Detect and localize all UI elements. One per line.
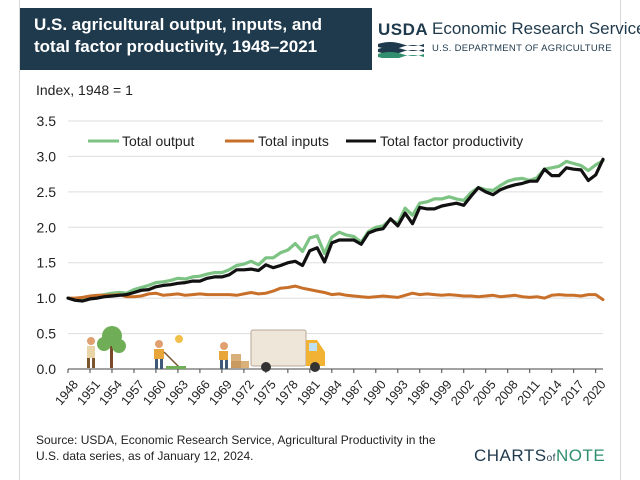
charts-of-note-word-charts: CHARTS [474, 446, 547, 465]
x-tick-label: 1993 [382, 378, 411, 408]
y-tick-label: 0.5 [37, 326, 57, 342]
y-tick-label: 2.5 [37, 184, 57, 200]
agency-branding: USDA Economic Research Service U.S. DEPA… [372, 8, 640, 70]
x-tick-label: 1972 [228, 378, 257, 408]
series-line-tfp [66, 157, 605, 303]
agency-name: Economic Research Service [432, 19, 640, 38]
x-tick-label: 2011 [515, 378, 543, 408]
x-tick-label: 1975 [250, 378, 279, 408]
x-tick-label: 1954 [96, 378, 125, 408]
x-tick-label: 1996 [404, 378, 433, 408]
x-tick-label: 2008 [492, 378, 521, 408]
x-tick-label: 2017 [558, 378, 587, 408]
x-tick-label: 1984 [316, 378, 345, 408]
y-axis-ticks: 0.0 0.5 1.0 1.5 2.0 2.5 3.0 3.5 [37, 113, 57, 377]
x-tick-label: 1966 [184, 378, 213, 408]
farmer-raking-icon [154, 335, 186, 369]
department-name: U.S. DEPARTMENT OF AGRICULTURE [432, 43, 612, 54]
x-tick-label: 1990 [360, 378, 389, 408]
x-tick-label: 1957 [118, 378, 147, 408]
x-tick-label: 1951 [74, 378, 103, 408]
farm-illustrations [87, 326, 325, 372]
x-tick-label: 1987 [338, 378, 367, 408]
chart-title: U.S. agricultural output, inputs, and to… [34, 15, 323, 56]
y-tick-label: 3.5 [37, 113, 57, 129]
series-lines [66, 157, 605, 303]
x-tick-label: 1963 [162, 378, 191, 408]
x-tick-label: 2005 [470, 378, 499, 408]
series-line-total-output [66, 159, 605, 302]
y-tick-label: 0.0 [37, 361, 57, 377]
x-tick-label: 1981 [294, 378, 323, 408]
usda-logo: USDA [378, 20, 428, 58]
y-tick-label: 1.5 [37, 255, 57, 271]
x-tick-label: 2014 [536, 378, 565, 408]
farmer-picking-icon [87, 337, 95, 368]
y-tick-label: 1.0 [37, 290, 57, 306]
x-tick-label: 1960 [140, 378, 169, 408]
delivery-truck-icon [250, 329, 325, 372]
charts-of-note-word-of: of [546, 453, 556, 464]
gridlines [68, 120, 603, 370]
x-tick-label: 1969 [206, 378, 235, 408]
x-tick-label: 2002 [448, 378, 477, 408]
chart-header: U.S. agricultural output, inputs, and to… [20, 8, 640, 70]
legend: Total output Total inputs Total factor p… [88, 133, 523, 149]
legend-label-total-output: Total output [122, 133, 194, 149]
usda-logo-landscape-icon [378, 42, 424, 58]
worker-with-boxes-icon [219, 342, 249, 369]
x-tick-label: 1999 [426, 378, 455, 408]
legend-label-total-inputs: Total inputs [258, 133, 329, 149]
y-axis-unit-label: Index, 1948 = 1 [36, 82, 133, 98]
charts-of-note-word-note: NOTE [555, 446, 606, 465]
fruit-tree-icon [97, 326, 126, 368]
x-tick-label: 2020 [580, 378, 609, 408]
x-tick-label: 1978 [272, 378, 301, 408]
x-tick-label: 1948 [52, 378, 81, 408]
legend-label-tfp: Total factor productivity [380, 133, 523, 149]
usda-logo-text: USDA [378, 20, 429, 39]
charts-of-note-logo: CHARTSofNOTE [474, 446, 605, 466]
series-line-total-inputs [66, 284, 605, 302]
x-axis-ticks: 1948195119541957196019631966196919721975… [52, 369, 609, 408]
source-note: Source: USDA, Economic Research Service,… [36, 433, 436, 463]
y-tick-label: 3.0 [37, 148, 57, 164]
y-tick-label: 2.0 [37, 219, 57, 235]
